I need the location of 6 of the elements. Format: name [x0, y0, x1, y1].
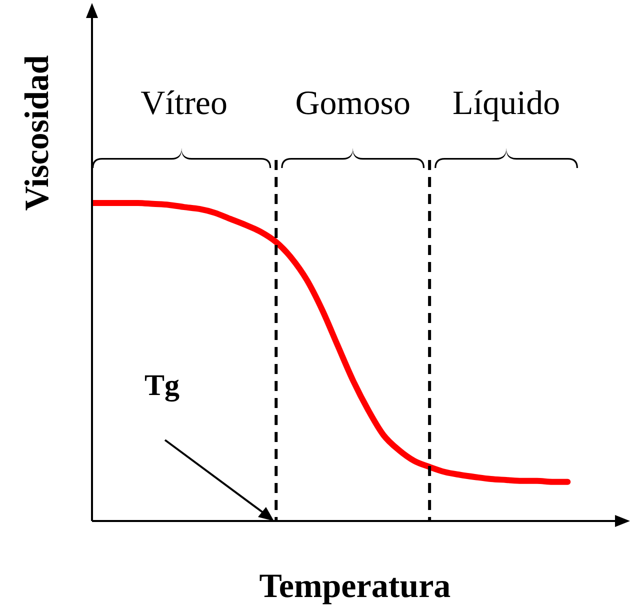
x-axis-title: Temperatura	[259, 568, 451, 605]
y-axis-title: Viscosidad	[19, 55, 56, 211]
annotation: Tg	[144, 369, 180, 402]
text: Líquido	[452, 85, 560, 122]
text: Gomoso	[295, 85, 410, 122]
text: Vítreo	[140, 85, 228, 122]
